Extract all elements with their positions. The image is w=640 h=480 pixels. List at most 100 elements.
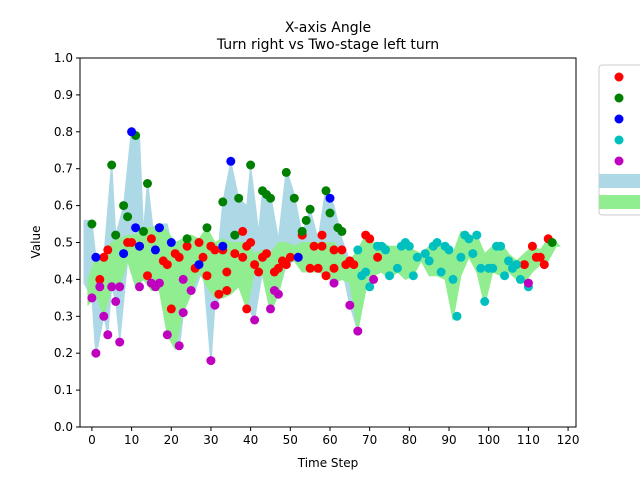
point-s1-34 [262, 249, 271, 259]
point-s5-16 [178, 274, 188, 284]
point-s3-11 [226, 156, 236, 166]
point-s4-12 [404, 241, 414, 251]
point-s1-25 [230, 249, 240, 259]
x-tick-label: 110 [517, 433, 540, 447]
chart-subtitle: Turn right vs Two-stage left turn [216, 37, 439, 53]
point-s3-8 [166, 238, 176, 247]
legend-marker-4 [614, 135, 624, 145]
x-tick-label: 50 [283, 433, 298, 447]
legend-patch-1 [599, 174, 640, 188]
point-s4-15 [420, 249, 430, 259]
point-s1-46 [317, 230, 327, 240]
point-s3-6 [150, 245, 160, 255]
point-s5-9 [115, 337, 125, 347]
point-s2-4 [119, 201, 129, 211]
point-s4-19 [436, 267, 446, 277]
point-s4-34 [496, 241, 506, 251]
point-s4-1 [353, 245, 363, 255]
point-s5-29 [523, 278, 533, 288]
point-s2-5 [123, 212, 133, 222]
y-tick-label: 1.0 [54, 51, 73, 65]
point-s3-1 [91, 252, 101, 262]
point-s5-26 [345, 300, 355, 310]
point-s3-2 [119, 249, 129, 259]
point-s2-11 [202, 223, 212, 233]
point-s2-28 [547, 238, 557, 247]
point-s2-20 [289, 193, 299, 203]
point-s5-5 [103, 330, 113, 340]
point-s5-24 [273, 289, 283, 299]
point-s4-26 [464, 234, 474, 244]
point-s1-20 [210, 245, 220, 255]
point-s4-38 [512, 260, 521, 270]
point-s1-50 [337, 245, 347, 255]
point-s1-26 [238, 252, 248, 262]
point-s1-39 [285, 252, 295, 262]
x-axis-label: Time Step [297, 456, 359, 470]
point-s5-4 [99, 311, 109, 321]
point-s4-21 [444, 245, 454, 255]
y-tick-label: 0.1 [54, 383, 73, 397]
point-s5-25 [329, 278, 339, 288]
point-s2-25 [325, 208, 335, 218]
point-s1-1 [95, 274, 105, 284]
point-s1-23 [222, 286, 232, 295]
x-tick-label: 120 [557, 433, 580, 447]
point-s1-21 [214, 289, 224, 299]
y-tick-label: 0.3 [54, 309, 73, 323]
point-s1-38 [281, 260, 291, 270]
y-tick-label: 0.0 [54, 420, 73, 434]
point-s4-32 [488, 263, 498, 273]
point-s4-39 [515, 274, 525, 284]
point-s1-43 [309, 241, 319, 251]
point-s2-24 [321, 186, 331, 196]
x-axis-ticks: 0 10 20 30 40 50 60 70 80 90 100 110 120 [88, 427, 580, 447]
point-s1-42 [305, 263, 315, 273]
x-tick-label: 40 [243, 433, 258, 447]
point-s1-24 [222, 267, 232, 277]
point-s4-7 [381, 245, 390, 255]
legend [598, 64, 640, 216]
point-s1-49 [329, 263, 339, 273]
legend-marker-3 [614, 114, 624, 124]
point-s5-15 [174, 341, 184, 351]
point-s1-28 [242, 304, 252, 314]
point-s1-17 [198, 252, 208, 262]
point-s3-12 [293, 252, 303, 262]
point-s1-47 [321, 271, 331, 281]
point-s1-10 [162, 260, 172, 270]
point-s4-29 [476, 263, 486, 273]
point-s1-61 [539, 260, 549, 270]
x-tick-label: 30 [203, 433, 218, 447]
legend-marker-5 [614, 156, 624, 166]
point-s1-32 [254, 267, 264, 277]
point-s2-15 [246, 160, 256, 170]
point-s5-14 [162, 330, 172, 340]
point-s4-22 [448, 274, 458, 284]
point-s1-57 [519, 260, 529, 270]
point-s1-5 [127, 238, 137, 247]
y-tick-label: 0.5 [54, 236, 73, 250]
point-s1-3 [103, 245, 113, 255]
point-s3-4 [131, 223, 141, 233]
point-s2-22 [301, 215, 311, 225]
point-s5-13 [154, 278, 164, 288]
point-s1-31 [250, 260, 260, 270]
x-tick-label: 70 [362, 433, 377, 447]
point-s3-13 [325, 193, 335, 203]
x-tick-label: 90 [441, 433, 456, 447]
point-s1-14 [182, 241, 192, 251]
point-s2-10 [182, 234, 192, 244]
point-s4-23 [452, 311, 462, 321]
point-s5-3 [95, 282, 105, 292]
point-s5-18 [186, 286, 196, 295]
point-s3-5 [135, 241, 144, 251]
y-tick-label: 0.2 [54, 346, 73, 360]
point-s4-36 [504, 256, 513, 266]
point-s1-16 [194, 238, 204, 247]
x-tick-label: 20 [164, 433, 179, 447]
point-s1-8 [146, 234, 156, 244]
point-s2-18 [266, 193, 275, 203]
point-s1-53 [349, 260, 359, 270]
legend-marker-2 [614, 93, 624, 103]
